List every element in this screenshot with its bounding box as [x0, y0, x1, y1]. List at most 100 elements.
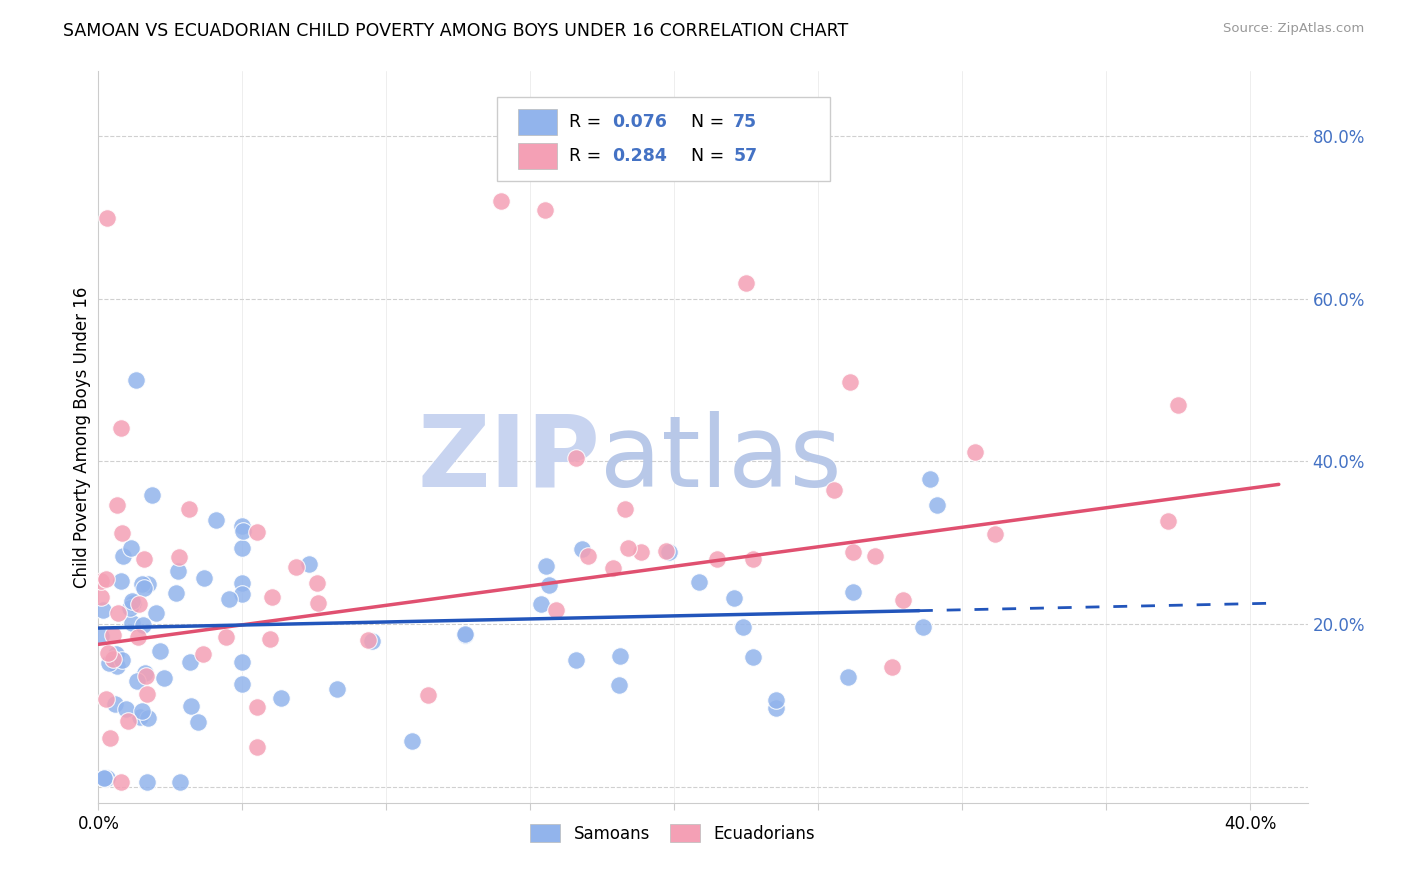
- Point: [129, 710, 152, 724]
- Point: [837, 670, 859, 684]
- Point: [544, 603, 567, 617]
- Point: [533, 202, 555, 217]
- Point: [179, 655, 201, 669]
- Point: [1157, 514, 1180, 528]
- FancyBboxPatch shape: [517, 143, 557, 169]
- Point: [863, 549, 886, 564]
- Point: [925, 498, 948, 512]
- Point: [231, 576, 253, 591]
- Point: [153, 671, 176, 685]
- Point: [125, 373, 148, 387]
- Point: [285, 560, 308, 574]
- Point: [231, 541, 253, 556]
- Point: [94, 692, 117, 706]
- Point: [983, 527, 1005, 541]
- Point: [131, 576, 153, 591]
- Point: [270, 690, 292, 705]
- Point: [842, 545, 865, 559]
- Point: [104, 697, 127, 711]
- Point: [118, 601, 141, 615]
- Point: [149, 644, 172, 658]
- Point: [98, 731, 121, 746]
- Point: [193, 571, 215, 585]
- Point: [132, 552, 155, 566]
- Point: [765, 693, 787, 707]
- Point: [110, 574, 132, 588]
- Point: [357, 632, 380, 647]
- Text: 57: 57: [734, 147, 758, 165]
- Text: 0.076: 0.076: [613, 113, 668, 131]
- Point: [742, 551, 765, 566]
- Point: [177, 502, 200, 516]
- Point: [609, 649, 631, 664]
- Point: [105, 658, 128, 673]
- Point: [120, 541, 142, 555]
- Point: [214, 630, 236, 644]
- Point: [231, 655, 253, 669]
- Point: [97, 656, 120, 670]
- Point: [111, 653, 134, 667]
- Point: [121, 615, 143, 630]
- Point: [105, 498, 128, 512]
- Point: [90, 591, 112, 605]
- Point: [911, 620, 934, 634]
- Point: [231, 677, 253, 691]
- Point: [325, 682, 347, 697]
- Point: [90, 574, 112, 589]
- Point: [536, 559, 558, 574]
- Point: [891, 592, 914, 607]
- Point: [136, 576, 159, 591]
- Point: [204, 513, 226, 527]
- Point: [842, 584, 865, 599]
- Point: [138, 711, 160, 725]
- Point: [882, 660, 904, 674]
- Point: [538, 578, 561, 592]
- Point: [131, 704, 153, 718]
- Point: [742, 649, 765, 664]
- Point: [145, 606, 167, 620]
- Point: [110, 526, 132, 541]
- Point: [565, 451, 588, 466]
- Point: [453, 628, 475, 642]
- Point: [107, 606, 129, 620]
- Point: [103, 652, 125, 666]
- Text: R =: R =: [569, 113, 606, 131]
- Point: [401, 733, 423, 747]
- Point: [136, 687, 159, 701]
- FancyBboxPatch shape: [498, 97, 830, 181]
- Point: [231, 519, 253, 533]
- Point: [128, 597, 150, 611]
- Point: [602, 561, 624, 575]
- Point: [260, 591, 283, 605]
- Point: [838, 375, 860, 389]
- Point: [607, 678, 630, 692]
- Point: [630, 545, 652, 559]
- Point: [361, 633, 384, 648]
- Point: [688, 574, 710, 589]
- Point: [125, 673, 148, 688]
- Point: [165, 586, 187, 600]
- Point: [564, 653, 586, 667]
- Point: [765, 701, 787, 715]
- Point: [167, 565, 190, 579]
- Point: [298, 557, 321, 571]
- Point: [135, 668, 157, 682]
- Point: [259, 632, 281, 647]
- Point: [918, 472, 941, 486]
- Text: 0.284: 0.284: [613, 147, 668, 165]
- Point: [655, 543, 678, 558]
- Text: SAMOAN VS ECUADORIAN CHILD POVERTY AMONG BOYS UNDER 16 CORRELATION CHART: SAMOAN VS ECUADORIAN CHILD POVERTY AMONG…: [63, 22, 848, 40]
- Point: [136, 775, 159, 789]
- Point: [245, 524, 267, 539]
- Point: [723, 591, 745, 605]
- Point: [571, 542, 593, 557]
- Point: [963, 444, 986, 458]
- Point: [180, 698, 202, 713]
- Point: [96, 772, 118, 786]
- Point: [530, 597, 553, 611]
- Point: [90, 629, 112, 643]
- Point: [232, 524, 254, 539]
- Point: [132, 581, 155, 595]
- Text: N =: N =: [690, 147, 730, 165]
- Point: [733, 620, 755, 634]
